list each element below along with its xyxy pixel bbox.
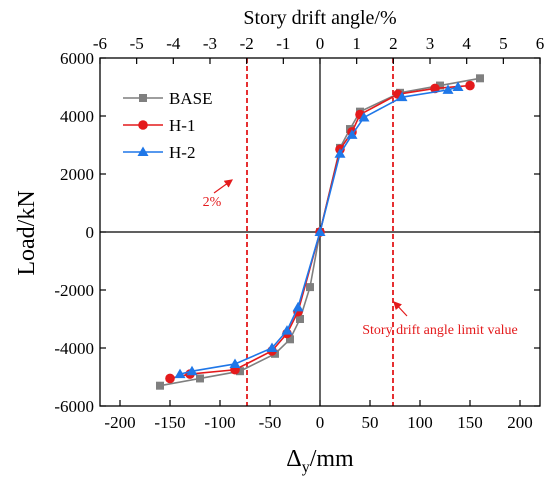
data-point-h-2 <box>266 342 278 352</box>
y-axis-title: Load/kN <box>14 190 40 275</box>
top-tick-label: 5 <box>499 34 508 53</box>
top-tick-label: -3 <box>203 34 217 53</box>
legend-marker-h-1 <box>138 120 148 130</box>
x-tick-label: 50 <box>362 413 379 432</box>
x-tick-label: -200 <box>104 413 135 432</box>
y-tick-label: -6000 <box>54 397 94 416</box>
x-tick-label: 100 <box>407 413 433 432</box>
y-tick-label: 0 <box>86 223 95 242</box>
x-tick-label: -100 <box>204 413 235 432</box>
y-tick-label: 6000 <box>60 49 94 68</box>
x-axis-bottom: -200 -150 -100 -50 0 50 100 150 200 <box>104 400 533 432</box>
top-tick-label: -4 <box>166 34 181 53</box>
data-point-base <box>476 74 484 83</box>
top-tick-label: 2 <box>389 34 398 53</box>
annotation-2pct-label: 2% <box>203 195 222 210</box>
reference-lines <box>246 58 394 406</box>
y-tick-label: 4000 <box>60 107 94 126</box>
data-point-base <box>196 374 204 383</box>
series-layer <box>156 74 484 390</box>
annotation-2pct: 2% <box>203 179 233 210</box>
y-tick-label: -4000 <box>54 339 94 358</box>
data-point-h-2 <box>229 358 241 368</box>
data-point-h-2 <box>358 111 370 122</box>
data-point-h-2 <box>452 81 464 91</box>
y-tick-label: 2000 <box>60 165 94 184</box>
x-tick-label: -150 <box>154 413 185 432</box>
x-axis-title-unit: /mm <box>310 446 354 472</box>
data-point-h-2 <box>281 325 293 335</box>
legend-label-base: BASE <box>169 89 212 108</box>
x-axis-title-sub: y <box>302 459 310 476</box>
data-point-base <box>436 81 444 90</box>
legend-marker-h-2 <box>137 146 149 156</box>
top-tick-label: 3 <box>426 34 435 53</box>
legend-label-h-2: H-2 <box>169 143 195 162</box>
annotation-limit-arrow <box>393 301 408 317</box>
y-axis: -6000 -4000 -2000 0 2000 4000 6000 <box>54 49 540 416</box>
data-point-base <box>156 381 164 390</box>
legend: BASE H-1 H-2 <box>123 89 212 162</box>
x-tick-label: 0 <box>316 413 325 432</box>
data-point-h-1 <box>165 373 175 384</box>
x-tick-label: 150 <box>457 413 483 432</box>
x-axis-title-main: Δ <box>286 446 301 472</box>
top-tick-label: -5 <box>130 34 144 53</box>
data-point-base <box>296 315 304 323</box>
x-tick-label: 200 <box>507 413 533 432</box>
data-point-h-2 <box>292 301 304 312</box>
top-tick-label: -6 <box>93 34 107 53</box>
data-point-base <box>236 367 244 376</box>
data-point-base <box>306 283 314 292</box>
annotation-2pct-arrow <box>213 179 233 194</box>
top-tick-label: -2 <box>240 34 254 53</box>
data-point-base <box>286 335 294 344</box>
x-axis-top: -6 -5 -4 -3 -2 -1 0 1 2 3 4 5 6 <box>93 34 544 64</box>
series-h-2 <box>174 81 464 379</box>
data-point-h-2 <box>346 129 358 139</box>
top-tick-label: 4 <box>462 34 471 53</box>
annotation-limit-label: Story drift angle limit value <box>362 323 518 338</box>
top-tick-label: -1 <box>276 34 290 53</box>
y-tick-label: -2000 <box>54 281 94 300</box>
x-axis-title: Δy/mm <box>286 446 354 476</box>
annotation-limit: Story drift angle limit value <box>362 301 518 338</box>
data-point-h-2 <box>442 84 454 94</box>
top-axis-title: Story drift angle/% <box>243 7 396 29</box>
data-point-h-2 <box>334 148 346 158</box>
top-tick-label: 1 <box>352 34 361 53</box>
data-point-h-2 <box>396 91 408 102</box>
data-point-h-2 <box>314 226 326 236</box>
data-point-h-1 <box>465 80 475 91</box>
top-tick-label: 6 <box>536 34 545 53</box>
data-point-h-2 <box>186 365 198 376</box>
legend-label-h-1: H-1 <box>169 116 195 135</box>
top-tick-label: 0 <box>316 34 325 53</box>
x-tick-label: -50 <box>259 413 282 432</box>
legend-marker-base <box>139 94 147 102</box>
data-point-h-2 <box>174 368 186 379</box>
